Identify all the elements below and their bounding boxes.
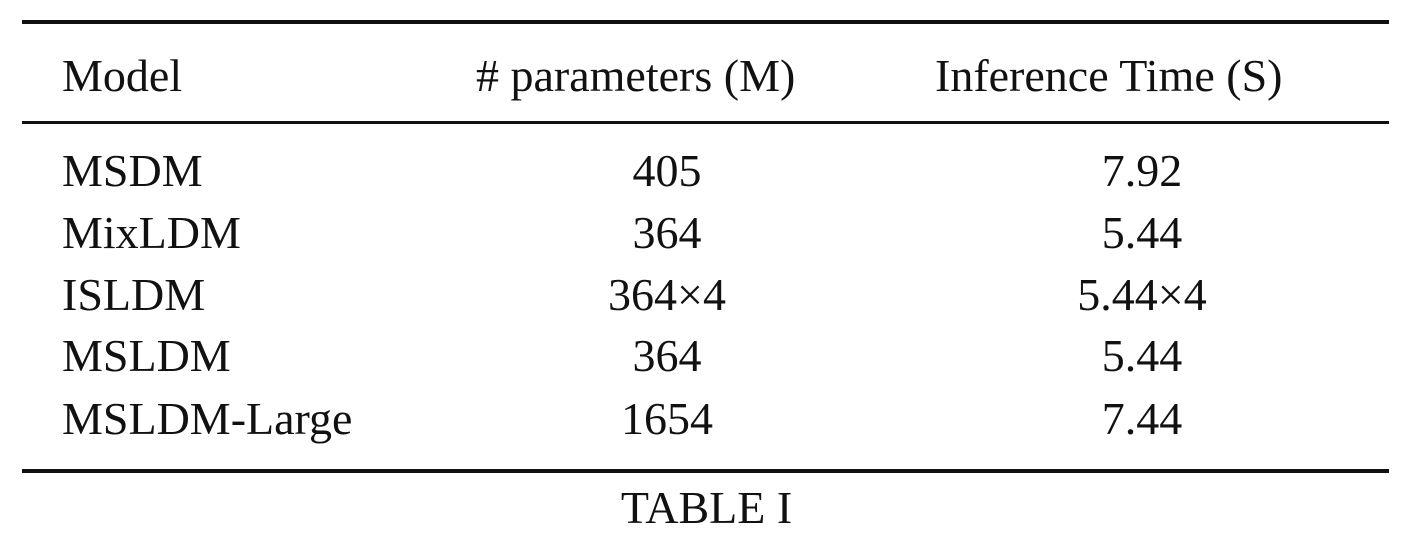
cell-parameters: 364 — [632, 330, 702, 381]
header-inference-time: Inference Time (S) — [935, 50, 1283, 101]
cell-model: MSDM — [62, 145, 203, 196]
cell-model: MixLDM — [62, 207, 241, 258]
cell-inference-time: 7.92 — [1101, 145, 1183, 196]
header-model: Model — [62, 50, 183, 101]
bottom-rule — [22, 469, 1389, 473]
cell-inference-time: 5.44 — [1101, 330, 1183, 381]
cell-inference-time: 7.44 — [1101, 393, 1183, 444]
cell-inference-time: 5.44×4 — [1077, 269, 1207, 320]
cell-model: ISLDM — [62, 269, 206, 320]
header-parameters: # parameters (M) — [476, 50, 796, 101]
cell-parameters: 405 — [632, 145, 702, 196]
cell-model: MSLDM-Large — [62, 393, 353, 444]
header-rule — [22, 121, 1389, 124]
cell-parameters: 364 — [632, 207, 702, 258]
cell-parameters: 1654 — [621, 393, 713, 444]
table-caption: TABLE I — [620, 482, 793, 533]
cell-model: MSLDM — [62, 330, 231, 381]
top-rule — [22, 20, 1389, 24]
cell-inference-time: 5.44 — [1101, 207, 1183, 258]
cell-parameters: 364×4 — [608, 269, 726, 320]
